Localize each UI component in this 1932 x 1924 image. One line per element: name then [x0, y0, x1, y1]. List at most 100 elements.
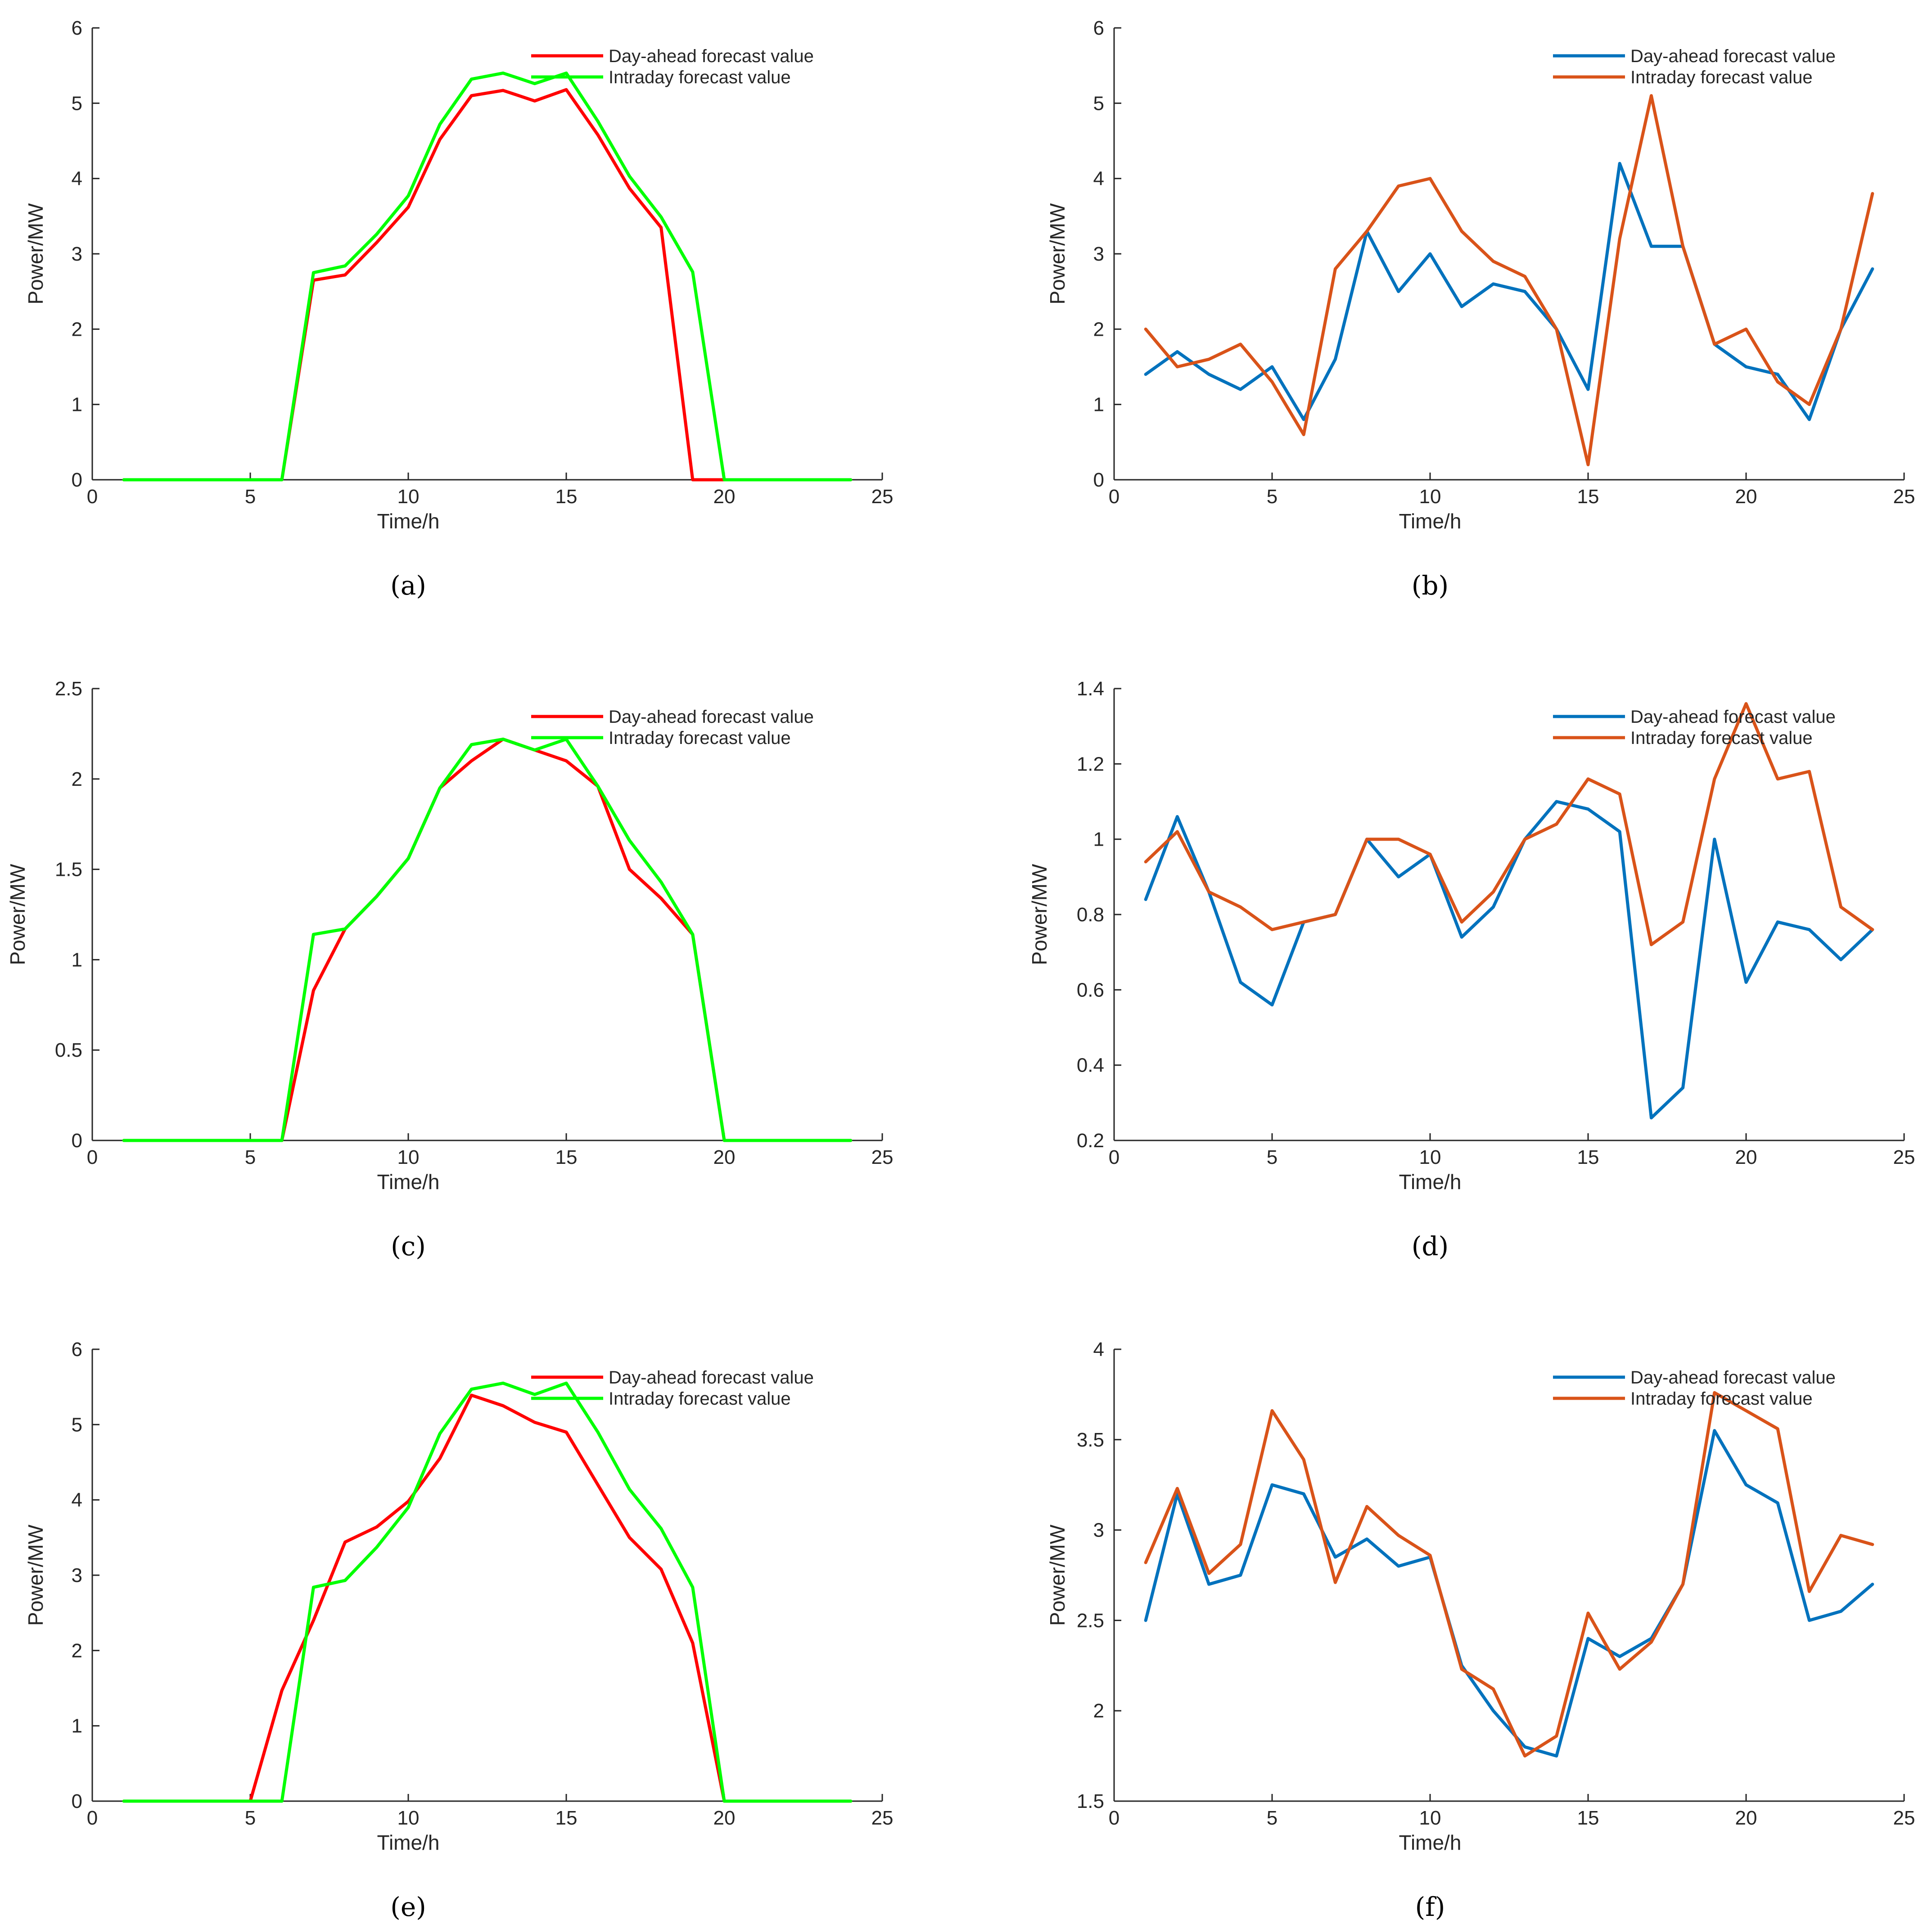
- legend-label-intraday: Intraday forecast value: [609, 1389, 791, 1409]
- x-tick-label: 10: [397, 486, 420, 508]
- legend-label-intraday: Intraday forecast value: [1630, 728, 1813, 748]
- y-axis-label: Power/MW: [1046, 203, 1069, 304]
- x-tick-label: 20: [1735, 1807, 1757, 1829]
- y-tick-label: 2.5: [1077, 1609, 1104, 1631]
- y-axis-label: Power/MW: [1028, 864, 1051, 965]
- x-tick-label: 20: [1735, 486, 1757, 508]
- legend-label-intraday: Intraday forecast value: [1630, 1389, 1813, 1409]
- y-axis-label: Power/MW: [24, 203, 47, 304]
- series-line-day-ahead: [1144, 1429, 1874, 1758]
- y-tick-label: 1: [72, 1715, 82, 1737]
- chart-panel-e: 0 5 10 15 20 25 0 1 2 3 4 5 6 Time/h Power/MW Day-ahead…: [24, 1338, 893, 1922]
- x-axis-label: Time/h: [377, 1831, 440, 1854]
- x-tick-label: 25: [1893, 486, 1915, 508]
- series-line-day-ahead: [122, 88, 853, 482]
- series-line-intraday: [122, 737, 853, 1142]
- x-tick-label: 10: [397, 1146, 420, 1168]
- x-tick-label: 0: [1109, 486, 1119, 508]
- y-tick-label: 2: [1093, 318, 1104, 340]
- y-tick-label: 0: [72, 469, 82, 491]
- y-tick-label: 2: [72, 1640, 82, 1662]
- series-line-intraday: [1144, 94, 1874, 466]
- legend-label-day-ahead: Day-ahead forecast value: [609, 46, 814, 66]
- y-tick-label: 0.2: [1077, 1130, 1104, 1152]
- x-tick-label: 20: [713, 1807, 736, 1829]
- x-tick-label: 25: [871, 1146, 894, 1168]
- x-tick-label: 5: [245, 1807, 256, 1829]
- panel-caption: (e): [390, 1892, 426, 1922]
- x-tick-label: 0: [87, 1146, 98, 1168]
- x-axis-label: Time/h: [1399, 1170, 1462, 1194]
- y-tick-label: 1.4: [1077, 678, 1104, 700]
- y-tick-label: 0.4: [1077, 1054, 1104, 1077]
- x-tick-label: 10: [1419, 1807, 1441, 1829]
- x-tick-label: 15: [1577, 1807, 1599, 1829]
- x-axis-label: Time/h: [1399, 509, 1462, 533]
- legend-label-day-ahead: Day-ahead forecast value: [1630, 1368, 1836, 1388]
- x-tick-label: 15: [1577, 1146, 1599, 1168]
- x-axis-label: Time/h: [1399, 1831, 1462, 1854]
- x-tick-label: 15: [555, 1146, 578, 1168]
- x-tick-label: 0: [87, 1807, 98, 1829]
- x-tick-label: 0: [87, 486, 98, 508]
- y-tick-label: 0.6: [1077, 979, 1104, 1001]
- x-tick-label: 5: [245, 1146, 256, 1168]
- series-line-intraday: [1144, 702, 1874, 946]
- series-line-intraday: [122, 1381, 853, 1803]
- y-tick-label: 1.5: [1077, 1790, 1104, 1812]
- y-tick-label: 3: [1093, 243, 1104, 265]
- x-tick-label: 10: [1419, 486, 1441, 508]
- y-tick-label: 4: [72, 1489, 82, 1511]
- panel-caption: (d): [1412, 1231, 1449, 1262]
- y-tick-label: 0.5: [55, 1039, 82, 1061]
- series-line-intraday: [122, 71, 853, 482]
- x-tick-label: 15: [1577, 486, 1599, 508]
- legend-label-day-ahead: Day-ahead forecast value: [1630, 46, 1836, 66]
- y-tick-label: 1: [72, 949, 82, 971]
- y-axis-label: Power/MW: [1046, 1524, 1069, 1626]
- legend-label-intraday: Intraday forecast value: [1630, 68, 1813, 87]
- y-tick-label: 6: [72, 1338, 82, 1361]
- legend-label-day-ahead: Day-ahead forecast value: [1630, 707, 1836, 727]
- chart-panel-c: 0 5 10 15 20 25 0 0.5 1 1.5 2 2.5 Time/h Power/MW Day-…: [6, 678, 893, 1262]
- y-tick-label: 1: [1093, 394, 1104, 416]
- y-tick-label: 1.5: [55, 859, 82, 881]
- y-tick-label: 0.8: [1077, 904, 1104, 926]
- y-tick-label: 6: [72, 17, 82, 39]
- legend-label-day-ahead: Day-ahead forecast value: [609, 707, 814, 727]
- y-tick-label: 0: [72, 1130, 82, 1152]
- y-tick-label: 1.2: [1077, 753, 1104, 775]
- y-tick-label: 2: [72, 768, 82, 790]
- y-tick-label: 3: [72, 1564, 82, 1586]
- y-tick-label: 5: [1093, 92, 1104, 114]
- x-axis-label: Time/h: [377, 1170, 440, 1194]
- legend-label-intraday: Intraday forecast value: [609, 728, 791, 748]
- y-tick-label: 4: [1093, 168, 1104, 190]
- chart-panel-b: 0 5 10 15 20 25 0 1 2 3 4 5 6 Time/h Power/MW Day-ahead…: [1046, 17, 1915, 601]
- x-tick-label: 25: [871, 1807, 894, 1829]
- x-tick-label: 5: [1267, 486, 1277, 508]
- y-tick-label: 3: [72, 243, 82, 265]
- x-tick-label: 20: [713, 1146, 736, 1168]
- y-tick-label: 4: [1093, 1338, 1104, 1361]
- series-line-day-ahead: [122, 1393, 853, 1803]
- legend-label-day-ahead: Day-ahead forecast value: [609, 1368, 814, 1388]
- x-tick-label: 5: [1267, 1807, 1277, 1829]
- y-tick-label: 2: [1093, 1700, 1104, 1722]
- y-tick-label: 2.5: [55, 678, 82, 700]
- series-line-intraday: [1144, 1391, 1874, 1758]
- series-line-day-ahead: [122, 737, 853, 1142]
- x-tick-label: 25: [1893, 1807, 1915, 1829]
- panel-caption: (f): [1415, 1892, 1445, 1922]
- x-tick-label: 0: [1109, 1146, 1119, 1168]
- y-tick-label: 0: [72, 1790, 82, 1812]
- series-line-day-ahead: [1144, 800, 1874, 1120]
- chart-panel-d: 0 5 10 15 20 25 0.2 0.4 0.6 0.8 1 1.2 1.4 Time/h Power…: [1028, 678, 1915, 1262]
- y-axis-label: Power/MW: [6, 864, 29, 965]
- x-tick-label: 20: [1735, 1146, 1757, 1168]
- x-tick-label: 20: [713, 486, 736, 508]
- x-tick-label: 10: [1419, 1146, 1441, 1168]
- y-tick-label: 2: [72, 318, 82, 340]
- panel-caption: (c): [391, 1231, 426, 1262]
